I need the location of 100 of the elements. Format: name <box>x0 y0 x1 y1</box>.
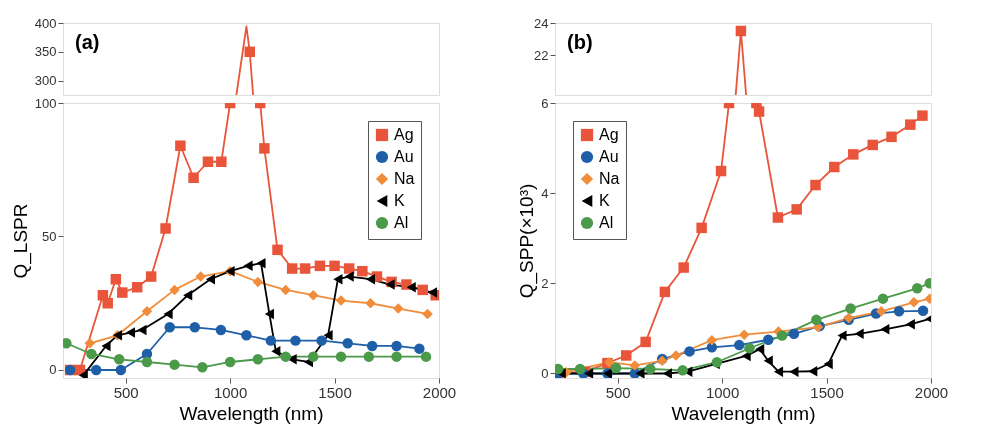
point <box>102 298 113 309</box>
point <box>620 350 632 361</box>
point <box>829 161 840 173</box>
point <box>734 339 745 351</box>
x-tick-label: 500 <box>605 383 631 401</box>
point <box>290 335 301 346</box>
point <box>141 306 153 317</box>
point <box>342 338 353 349</box>
point <box>848 149 859 160</box>
x-tick-label: 1000 <box>705 383 740 401</box>
legend-label: K <box>599 192 610 209</box>
point <box>854 328 864 340</box>
point <box>845 303 856 314</box>
x-axis-title: Wavelength (nm) <box>671 402 816 424</box>
point <box>175 140 186 151</box>
point <box>115 364 127 376</box>
point <box>145 271 157 282</box>
point <box>308 351 319 362</box>
point <box>308 289 319 301</box>
x-axis-title: Wavelength (nm) <box>179 402 324 424</box>
point <box>188 172 199 183</box>
x-tick-label: 1500 <box>810 383 844 401</box>
point <box>917 110 928 121</box>
point <box>908 297 920 308</box>
point <box>837 330 847 341</box>
point <box>763 334 774 345</box>
point <box>117 287 128 298</box>
point <box>252 276 264 288</box>
point <box>684 346 695 357</box>
point <box>808 365 818 377</box>
y-tick-label: 2 <box>541 275 549 291</box>
point <box>893 306 905 317</box>
point <box>755 343 765 355</box>
point <box>110 273 122 285</box>
point <box>867 139 878 151</box>
y-tick-label: 0 <box>541 365 549 381</box>
point <box>264 308 274 320</box>
point <box>183 289 193 301</box>
point <box>391 340 402 352</box>
x-tick-label: 2000 <box>914 383 949 401</box>
point <box>84 338 95 349</box>
point <box>86 348 97 360</box>
point <box>243 260 253 272</box>
point <box>414 343 425 354</box>
y-tick-label: 0 <box>49 362 57 378</box>
annotation: (b) <box>567 31 593 53</box>
point <box>216 156 227 167</box>
point <box>202 156 214 167</box>
point <box>335 351 347 362</box>
point <box>574 363 586 375</box>
y-axis-title: Q_LSPR <box>9 203 32 279</box>
point <box>343 263 355 274</box>
point <box>739 329 750 340</box>
point <box>776 330 788 341</box>
point <box>169 284 180 296</box>
point <box>280 284 291 296</box>
point <box>905 319 915 330</box>
y-tick-label: 24 <box>534 15 549 31</box>
point <box>876 306 887 317</box>
point <box>911 283 923 294</box>
point <box>886 131 897 143</box>
point <box>772 212 784 223</box>
y-tick-label: 6 <box>541 95 549 111</box>
point <box>365 273 376 285</box>
point <box>365 298 376 309</box>
point <box>357 265 368 277</box>
point <box>197 362 208 373</box>
x-tick-label: 1500 <box>318 383 352 401</box>
point <box>241 330 252 341</box>
y-axis-title: Q_SPP(×10³) <box>516 183 539 299</box>
legend-label: Ag <box>599 126 619 143</box>
point <box>791 204 802 215</box>
y-tick-label: 22 <box>534 47 549 63</box>
point <box>810 179 821 191</box>
point <box>677 365 688 376</box>
point <box>763 355 773 367</box>
point <box>640 336 651 348</box>
point <box>823 358 833 370</box>
y-tick-label: 350 <box>34 44 57 60</box>
point <box>259 143 270 154</box>
point <box>706 334 718 346</box>
point <box>205 273 216 285</box>
point <box>265 335 277 346</box>
legend-label: Au <box>394 148 414 165</box>
point <box>420 351 432 362</box>
point <box>363 351 375 362</box>
x-tick-label: 500 <box>113 383 139 401</box>
point <box>422 308 433 320</box>
point <box>256 257 266 269</box>
point <box>773 366 784 377</box>
point <box>366 340 378 352</box>
point <box>137 324 147 336</box>
point <box>215 324 227 336</box>
point <box>610 362 622 374</box>
point <box>715 165 727 177</box>
point <box>659 286 671 298</box>
x-tick-label: 1000 <box>213 383 248 401</box>
point <box>670 350 682 361</box>
point <box>323 330 333 341</box>
point <box>744 343 755 354</box>
